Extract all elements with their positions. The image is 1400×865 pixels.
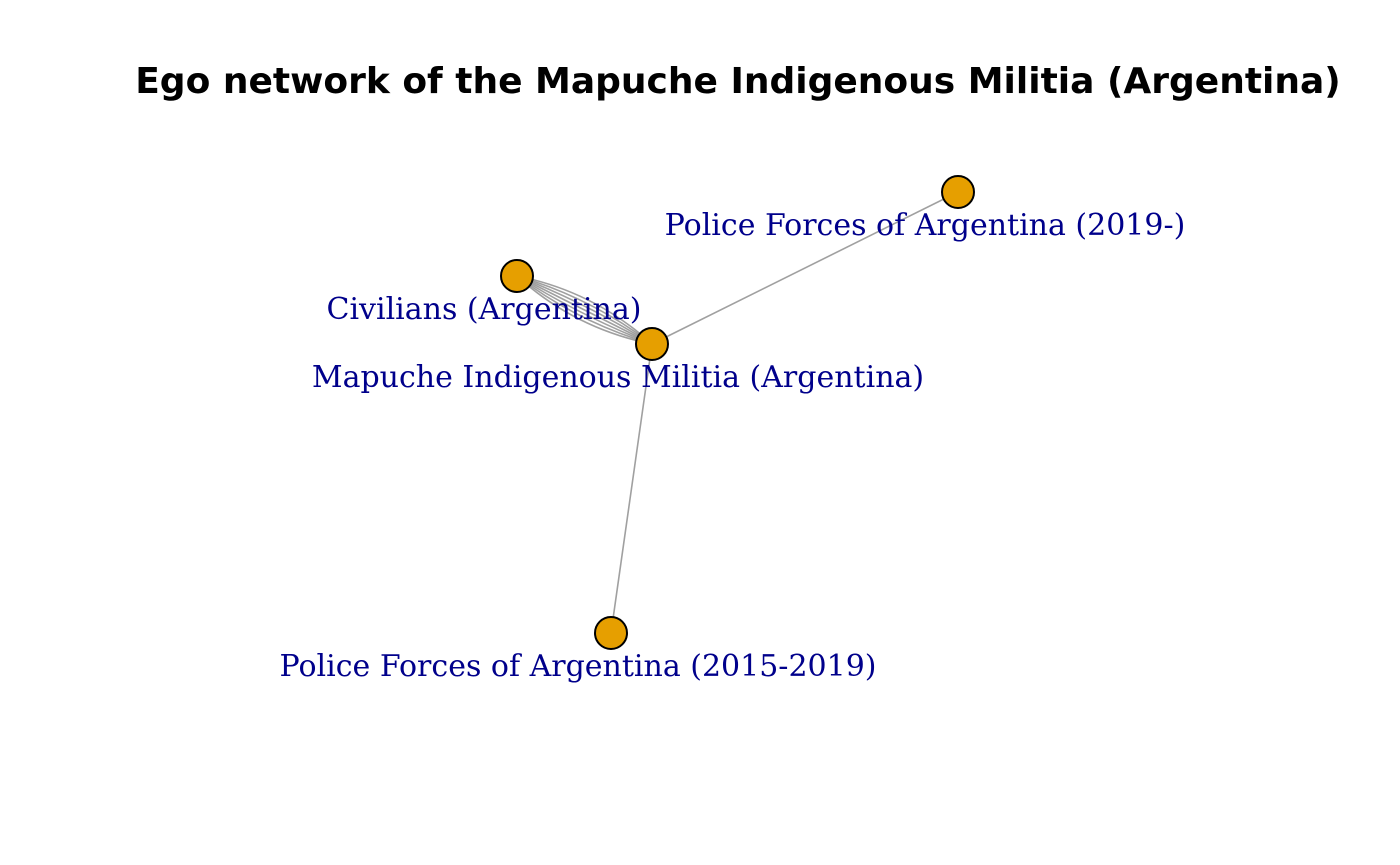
node-layer	[500, 175, 975, 650]
node-civilians[interactable]	[500, 259, 534, 293]
node-label-police2015: Police Forces of Argentina (2015-2019)	[280, 649, 877, 684]
node-label-police2019: Police Forces of Argentina (2019-)	[665, 208, 1186, 243]
node-label-ego: Mapuche Indigenous Militia (Argentina)	[312, 360, 924, 395]
node-police2015[interactable]	[594, 616, 628, 650]
edge-ego-civilians	[516, 275, 653, 345]
edge-ego-civilians	[516, 275, 653, 345]
node-police2019[interactable]	[941, 175, 975, 209]
label-layer: Mapuche Indigenous Militia (Argentina) Ci…	[280, 208, 1186, 684]
edge-ego-police2015	[610, 343, 653, 634]
edge-ego-police2019	[651, 191, 959, 345]
diagram-title: Ego network of the Mapuche Indigenous Mi…	[135, 61, 1341, 102]
node-label-civilians: Civilians (Argentina)	[327, 292, 642, 327]
node-ego[interactable]	[635, 327, 669, 361]
edge-ego-civilians	[516, 275, 653, 345]
edge-ego-civilians	[516, 275, 653, 345]
edge-ego-civilians	[516, 275, 653, 345]
edge-layer	[516, 191, 959, 634]
edge-ego-civilians	[516, 275, 653, 345]
edge-ego-civilians	[516, 275, 653, 345]
